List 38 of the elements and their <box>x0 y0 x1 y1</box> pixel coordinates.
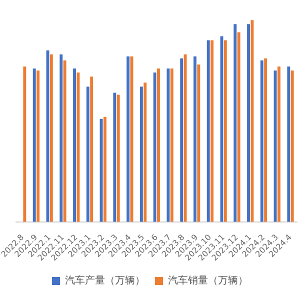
bar <box>86 86 90 222</box>
bar <box>194 56 196 222</box>
bar <box>237 32 240 222</box>
bar <box>116 94 120 222</box>
bar <box>153 72 156 222</box>
bar <box>113 92 116 222</box>
bar <box>36 70 40 222</box>
legend-label: 汽车产量（万辆） <box>65 274 145 287</box>
bar <box>157 68 160 222</box>
bar <box>180 58 184 222</box>
bar <box>76 72 80 222</box>
bar <box>170 68 174 222</box>
bar <box>247 24 250 222</box>
bar <box>90 76 94 222</box>
bar <box>60 54 63 222</box>
bar <box>144 82 147 222</box>
bar <box>224 40 227 222</box>
bar <box>234 24 237 222</box>
bar <box>277 66 280 222</box>
bar <box>73 68 76 222</box>
bar <box>32 68 36 222</box>
bar <box>103 116 106 222</box>
bar <box>23 66 26 222</box>
bar <box>264 58 268 222</box>
bar <box>63 60 66 222</box>
bar <box>210 40 214 222</box>
legend-label: 汽车销量（万辆） <box>168 274 248 287</box>
bar <box>126 56 130 222</box>
bar <box>290 70 294 222</box>
bar <box>287 66 290 222</box>
bar <box>140 86 143 222</box>
bar <box>250 20 254 222</box>
bar <box>100 118 103 222</box>
bar <box>260 60 264 222</box>
bar <box>50 54 53 222</box>
bar <box>206 40 210 222</box>
bar <box>166 68 170 222</box>
bar <box>197 64 200 222</box>
